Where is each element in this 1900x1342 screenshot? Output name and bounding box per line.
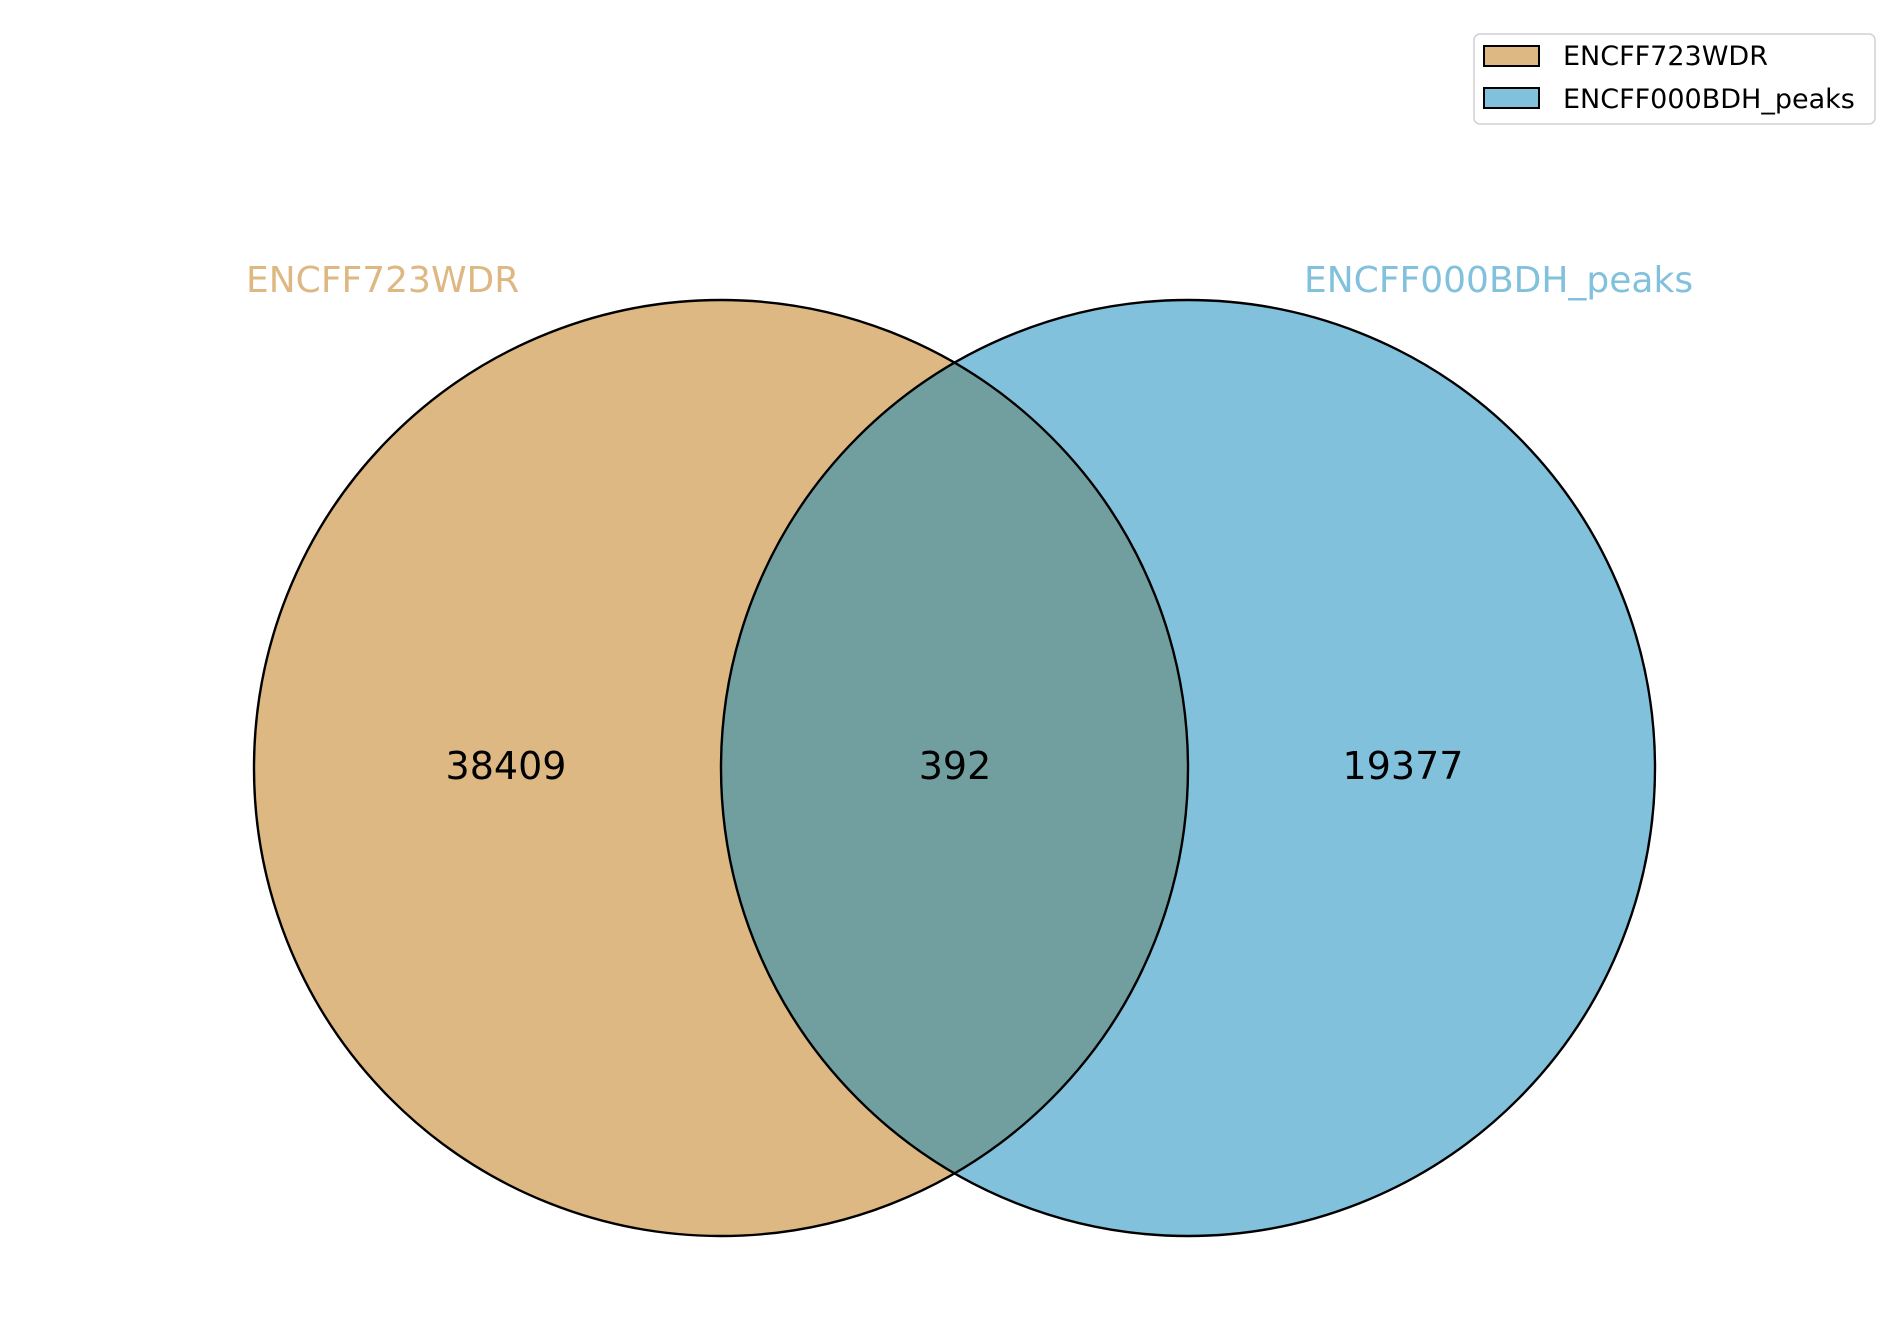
set-b-only-count: 19377 [1343,744,1464,788]
legend: ENCFF723WDR ENCFF000BDH_peaks [1474,34,1875,124]
set-b-label: ENCFF000BDH_peaks [1304,260,1693,301]
set-a-label: ENCFF723WDR [246,260,519,301]
legend-entry-set-b: ENCFF000BDH_peaks [1563,84,1855,115]
intersection-count: 392 [919,744,992,788]
set-a-only-count: 38409 [446,744,567,788]
legend-swatch-set-a [1484,46,1539,66]
legend-entry-set-a: ENCFF723WDR [1563,41,1768,72]
legend-swatch-set-b [1484,88,1539,108]
